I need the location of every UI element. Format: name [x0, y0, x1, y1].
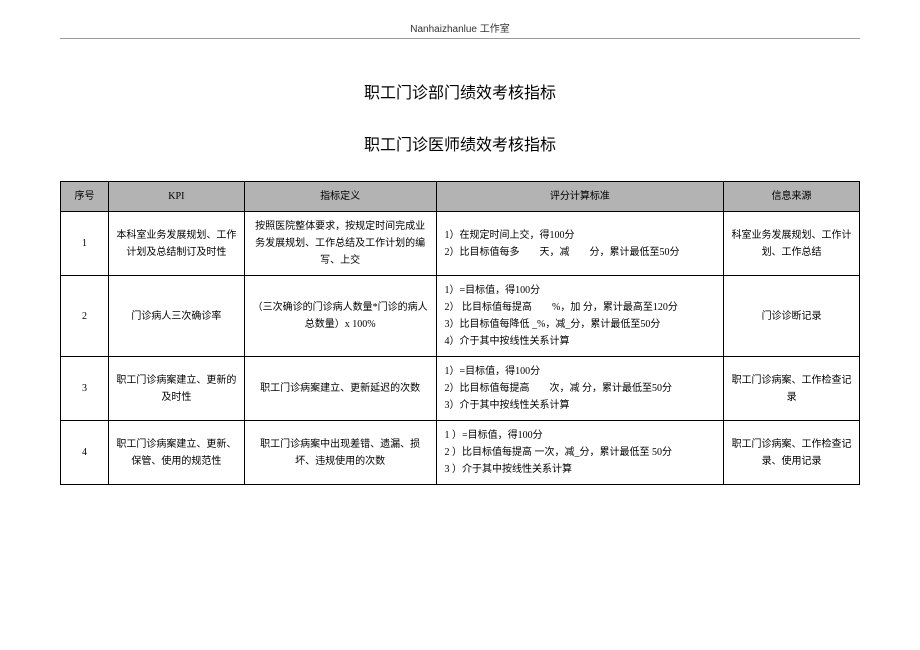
cell-def: （三次确诊的门诊病人数量*门诊的病人总数量）x 100% [244, 276, 436, 357]
cell-score: 1 ）=目标值，得100分 2 ）比目标值每提高 一次，减_分，累计最低至 50… [436, 421, 724, 485]
title-main: 职工门诊部门绩效考核指标 [60, 79, 860, 103]
cell-def: 按照医院整体要求，按规定时间完成业务发展规划、工作总结及工作计划的编写、上交 [244, 212, 436, 276]
cell-src: 门诊诊断记录 [724, 276, 860, 357]
cell-src: 职工门诊病案、工作检查记录 [724, 357, 860, 421]
table-header-row: 序号 KPI 指标定义 评分计算标准 信息来源 [61, 182, 860, 212]
cell-def: 职工门诊病案建立、更新延迟的次数 [244, 357, 436, 421]
cell-kpi: 职工门诊病案建立、更新的及时性 [108, 357, 244, 421]
cell-seq: 2 [61, 276, 109, 357]
cell-src: 职工门诊病案、工作检查记录、使用记录 [724, 421, 860, 485]
col-def: 指标定义 [244, 182, 436, 212]
header-label: Nanhaizhanlue 工作室 [410, 24, 510, 35]
cell-score: 1）在规定时间上交，得100分 2）比目标值每多 天，减 分，累计最低至50分 [436, 212, 724, 276]
cell-score: 1）=目标值，得100分 2）比目标值每提高 次，减 分，累计最低至50分 3）… [436, 357, 724, 421]
table-row: 4 职工门诊病案建立、更新、保管、使用的规范性 职工门诊病案中出现差错、遗漏、损… [61, 421, 860, 485]
kpi-table: 序号 KPI 指标定义 评分计算标准 信息来源 1 本科室业务发展规划、工作计划… [60, 181, 860, 485]
cell-seq: 3 [61, 357, 109, 421]
cell-seq: 1 [61, 212, 109, 276]
page-header: Nanhaizhanlue 工作室 [60, 20, 860, 39]
table-row: 3 职工门诊病案建立、更新的及时性 职工门诊病案建立、更新延迟的次数 1）=目标… [61, 357, 860, 421]
cell-kpi: 本科室业务发展规划、工作计划及总结制订及时性 [108, 212, 244, 276]
col-src: 信息来源 [724, 182, 860, 212]
cell-score: 1）=目标值，得100分 2） 比目标值每提高 %，加 分，累计最高至120分 … [436, 276, 724, 357]
col-seq: 序号 [61, 182, 109, 212]
cell-kpi: 职工门诊病案建立、更新、保管、使用的规范性 [108, 421, 244, 485]
col-kpi: KPI [108, 182, 244, 212]
cell-seq: 4 [61, 421, 109, 485]
table-row: 1 本科室业务发展规划、工作计划及总结制订及时性 按照医院整体要求，按规定时间完… [61, 212, 860, 276]
col-score: 评分计算标准 [436, 182, 724, 212]
table-row: 2 门诊病人三次确诊率 （三次确诊的门诊病人数量*门诊的病人总数量）x 100%… [61, 276, 860, 357]
cell-def: 职工门诊病案中出现差错、遗漏、损坏、违规使用的次数 [244, 421, 436, 485]
cell-src: 科室业务发展规划、工作计划、工作总结 [724, 212, 860, 276]
cell-kpi: 门诊病人三次确诊率 [108, 276, 244, 357]
title-sub: 职工门诊医师绩效考核指标 [60, 131, 860, 155]
